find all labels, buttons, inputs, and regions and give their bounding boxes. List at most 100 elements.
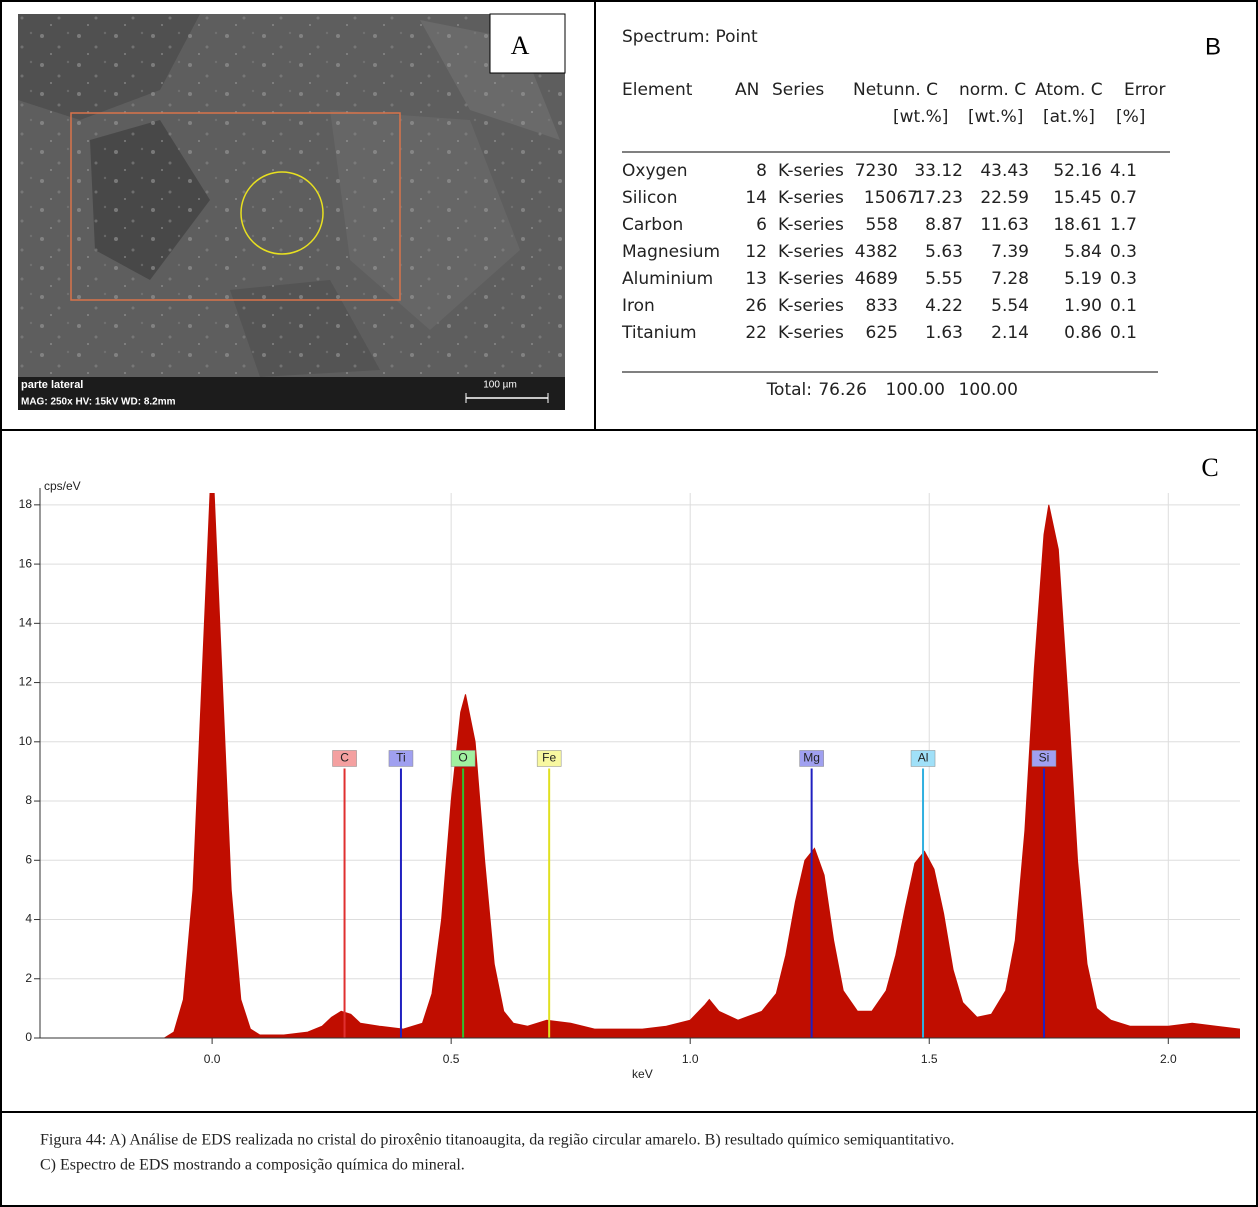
table-cell: 1.63: [925, 323, 963, 343]
image-caption: parte lateral: [21, 379, 83, 391]
peak-label: Al: [918, 751, 929, 765]
peak-label-box: [1031, 750, 1057, 767]
table-cell: 8.87: [925, 215, 963, 235]
peak-label: Mg: [803, 751, 820, 765]
spectrum-area: [40, 493, 1240, 1038]
x-tick-label: 0.0: [204, 1052, 221, 1066]
panel-label: B: [1205, 33, 1221, 60]
peak-label-box: [799, 750, 824, 767]
total-cell: 76.26: [818, 380, 867, 400]
table-cell: 6: [756, 215, 767, 235]
table-cell: 5.55: [925, 269, 963, 289]
table-cell: Iron: [622, 296, 655, 316]
table-cell: 5.84: [1064, 242, 1102, 262]
table-cell: 22.59: [980, 188, 1029, 208]
table-cell: 43.43: [980, 161, 1029, 181]
table-cell: 15.45: [1053, 188, 1102, 208]
panel-label: A: [511, 31, 530, 60]
table-cell: 4382: [855, 242, 898, 262]
total-cell: Total:: [766, 380, 812, 400]
column-header: Element: [622, 80, 693, 100]
table-cell: 2.14: [991, 323, 1029, 343]
results-table: Element AN Series Net unn. C norm. C Atom. C Er…: [621, 80, 1165, 400]
table-cell: Carbon: [622, 215, 683, 235]
x-axis-label: keV: [632, 1067, 653, 1081]
x-tick-label: 0.5: [443, 1052, 460, 1066]
column-unit: [wt.%]: [968, 107, 1023, 127]
column-unit: [%]: [1116, 107, 1145, 127]
peak-label: C: [340, 751, 349, 765]
table-cell: 22: [745, 323, 767, 343]
peak-label: Si: [1039, 751, 1050, 765]
y-tick-label: 16: [19, 556, 33, 570]
y-tick-label: 10: [19, 734, 33, 748]
table-cell: 15067: [864, 188, 918, 208]
table-cell: K-series: [778, 323, 844, 343]
table-cell: Titanium: [621, 323, 697, 343]
table-cell: K-series: [778, 296, 844, 316]
table-cell: 5.54: [991, 296, 1029, 316]
table-cell: 558: [866, 215, 898, 235]
y-tick-label: 4: [25, 912, 32, 926]
table-cell: 4.22: [925, 296, 963, 316]
table-cell: 0.3: [1110, 242, 1137, 262]
spectrum: [40, 493, 1240, 1038]
table-cell: K-series: [778, 269, 844, 289]
y-tick-label: 18: [19, 497, 33, 511]
table-cell: K-series: [778, 242, 844, 262]
caption: C) Espectro de EDS mostrando a composiçã…: [40, 1157, 465, 1174]
table-cell: 52.16: [1053, 161, 1102, 181]
panel-label: C: [1201, 453, 1218, 482]
column-header: AN: [735, 80, 759, 100]
y-tick-label: 2: [25, 971, 32, 985]
total-cell: 100.00: [959, 380, 1018, 400]
table-cell: 8: [756, 161, 767, 181]
sem-image: [18, 13, 566, 410]
table-cell: 7230: [855, 161, 898, 181]
table-cell: 833: [866, 296, 898, 316]
scale-bar-label: 100 µm: [483, 380, 517, 391]
table-cell: 4689: [855, 269, 898, 289]
table-cell: 0.1: [1110, 296, 1137, 316]
x-tick-label: 1.5: [921, 1052, 938, 1066]
table-cell: Magnesium: [622, 242, 720, 262]
y-tick-label: 6: [25, 852, 32, 866]
peak-label-box: [910, 750, 936, 767]
peak-label: Fe: [542, 751, 556, 765]
caption: Figura 44: A) Análise de EDS realizada n…: [40, 1132, 954, 1149]
table-title: Spectrum: Point: [622, 27, 758, 47]
table-cell: K-series: [778, 161, 844, 181]
table-cell: 18.61: [1053, 215, 1102, 235]
y-axis-label: cps/eV: [44, 479, 81, 493]
table-cell: 4.1: [1110, 161, 1137, 181]
table-cell: 1.7: [1110, 215, 1137, 235]
peak-label-box: [450, 750, 476, 767]
table-cell: 0.3: [1110, 269, 1137, 289]
table-cell: 13: [745, 269, 767, 289]
table-cell: 625: [866, 323, 898, 343]
column-header: unn. C: [883, 80, 938, 100]
spectrum-chart: 0 2 4 6 8 10 12 14 16 18 0.0 0.5 1.0 1.5 2.0 C Ti O Fe Mg Al…: [19, 479, 1240, 1081]
y-tick-label: 14: [19, 615, 33, 629]
total-cell: 100.00: [886, 380, 945, 400]
table-cell: K-series: [778, 215, 844, 235]
y-tick-label: 12: [19, 675, 33, 689]
column-unit: [at.%]: [1043, 107, 1095, 127]
y-tick-label: 0: [25, 1030, 32, 1044]
x-tick-label: 2.0: [1160, 1052, 1177, 1066]
peak-label: O: [458, 751, 467, 765]
column-header: norm. C: [959, 80, 1026, 100]
table-cell: K-series: [778, 188, 844, 208]
peak-label-box: [332, 750, 357, 767]
table-cell: 0.7: [1110, 188, 1137, 208]
table-cell: 11.63: [980, 215, 1029, 235]
table-cell: 5.63: [925, 242, 963, 262]
table-cell: 0.86: [1064, 323, 1102, 343]
table-cell: 0.1: [1110, 323, 1137, 343]
column-header: Net: [853, 80, 883, 100]
peak-label-box: [536, 750, 562, 767]
table-cell: 33.12: [914, 161, 963, 181]
table-cell: Aluminium: [622, 269, 713, 289]
